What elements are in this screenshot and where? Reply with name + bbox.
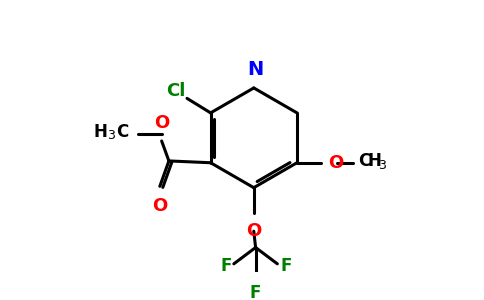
Text: F: F: [221, 256, 232, 274]
Text: C: C: [116, 123, 128, 141]
Text: F: F: [281, 256, 292, 274]
Text: O: O: [246, 222, 261, 240]
Text: F: F: [250, 284, 261, 300]
Text: O: O: [152, 197, 167, 215]
Text: O: O: [328, 154, 343, 172]
Text: 3: 3: [378, 159, 386, 172]
Text: Cl: Cl: [166, 82, 186, 100]
Text: H: H: [368, 152, 381, 170]
Text: O: O: [154, 114, 169, 132]
Text: H: H: [93, 123, 107, 141]
Text: 3: 3: [107, 129, 115, 142]
Text: C: C: [359, 152, 371, 170]
Text: N: N: [247, 60, 264, 79]
